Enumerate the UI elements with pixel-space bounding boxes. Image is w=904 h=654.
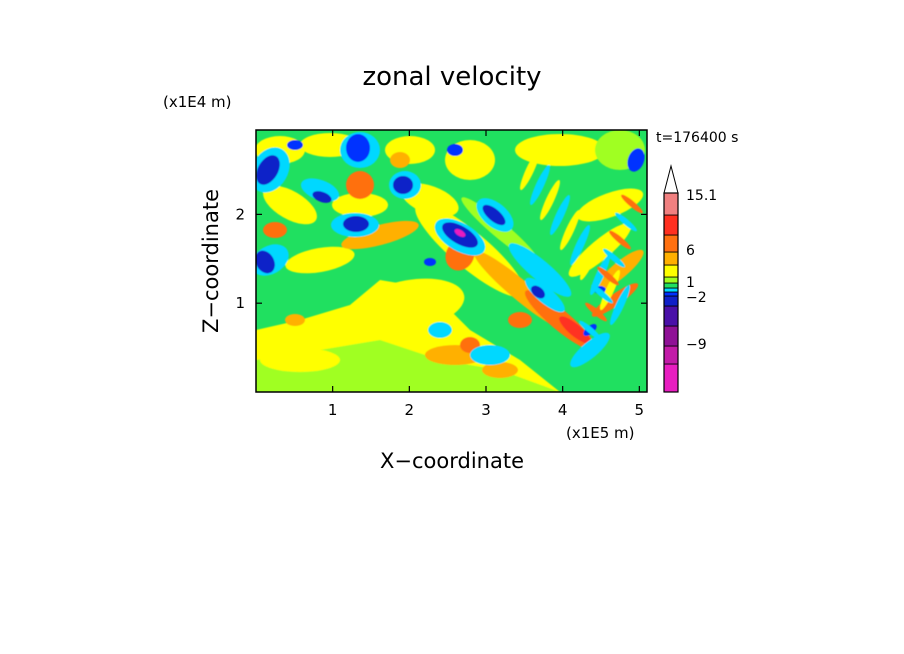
field-blob [531,285,545,299]
colorbar-frame [663,192,679,393]
field-blob [482,204,506,226]
field-blob [615,212,637,232]
field-blob [609,230,631,250]
field-blob [570,332,610,368]
field-blob [530,164,550,206]
plot-frame [255,129,648,393]
colorbar-band [663,276,679,284]
field-blob [603,248,625,268]
y-unit-label: (x1E4 m) [163,93,232,111]
colorbar-band [663,305,679,327]
y-axis-label: Z−coordinate [199,189,223,333]
field-blob [343,216,369,232]
field-blob [621,194,643,214]
field-blob [312,191,332,203]
field-blob [540,179,560,221]
field-blob [597,266,619,286]
field-blob [508,312,532,328]
colorbar-label: −2 [686,290,707,306]
field-blob [515,134,605,166]
field-blob [263,185,317,225]
field-blob [508,243,572,297]
y-axis-ticks: 12 [235,205,647,312]
field-blob [263,222,287,238]
colorbar-band [663,282,679,289]
contour-field [256,130,647,392]
field-blob [428,322,452,338]
y-tick-label: 2 [235,205,245,223]
colorbar-band [663,251,679,266]
field-blob [256,250,275,274]
x-unit-label: (x1E5 m) [566,424,635,442]
field-blob [596,249,644,291]
colorbar-label: −9 [686,337,707,353]
colorbar-band [663,363,679,393]
field-blob [559,316,591,344]
colorbar-extend-arrow [663,164,679,194]
x-tick-label: 5 [635,401,645,419]
field-blob [447,144,463,156]
field-blob [591,284,613,304]
y-tick-label: 1 [235,294,245,312]
colorbar-band [663,325,679,347]
field-blob [470,345,510,365]
field-blob [482,362,518,378]
field-blob [579,320,601,340]
field-blob [390,152,410,168]
field-blob [287,140,303,150]
colorbar-label: 1 [686,275,695,291]
field-blob [454,229,466,237]
colorbar-band [663,345,679,365]
field-blob [346,134,370,162]
colorbar-band [663,264,679,278]
colorbar-band [663,192,679,216]
field-blob [560,209,580,251]
x-tick-label: 1 [328,401,338,419]
colorbar-band [663,295,679,307]
field-blob [570,224,590,266]
colorbar-band [663,287,679,293]
field-blob [520,149,540,191]
colorbar-band [663,214,679,236]
field-blob [424,258,436,266]
field-blob [550,194,570,236]
field-blob [610,284,630,326]
field-shapes [256,130,645,392]
x-axis-ticks: 1 2 3 4 5 [328,130,644,419]
x-tick-label: 2 [405,401,415,419]
field-blob [332,193,388,217]
field-blob [590,254,610,296]
field-blob [580,239,600,281]
chart-title: zonal velocity [362,62,541,92]
x-tick-label: 4 [558,401,568,419]
colorbar-band [663,234,679,253]
x-axis-label: X−coordinate [380,449,524,473]
field-blob [346,171,374,199]
field-blob [285,314,305,326]
field-blob [585,302,607,322]
time-label: t=176400 s [656,130,738,146]
field-blob [341,220,419,250]
field-blob [256,155,280,185]
field-blob [393,176,413,194]
x-tick-label: 3 [481,401,491,419]
field-blob [627,148,645,172]
field-blob [285,246,355,274]
colorbar: 15.1 6 1−2 −9 [663,164,717,393]
colorbar-label: 15.1 [686,188,717,204]
field-blob [355,278,465,332]
colorbar-label: 6 [686,243,695,259]
field-blob [260,348,340,372]
colorbar-band [663,291,679,297]
